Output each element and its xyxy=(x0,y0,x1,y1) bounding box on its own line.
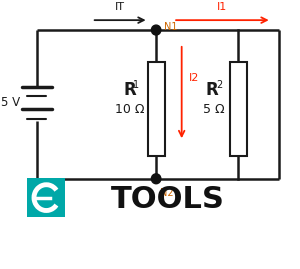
Text: N1: N1 xyxy=(164,22,177,32)
Text: R: R xyxy=(206,80,218,98)
Text: 5 Ω: 5 Ω xyxy=(203,103,225,116)
Text: N2: N2 xyxy=(160,188,173,198)
Circle shape xyxy=(152,174,161,184)
Bar xyxy=(148,62,165,156)
Text: I1: I1 xyxy=(217,2,227,12)
Text: 5 V: 5 V xyxy=(1,96,20,109)
Bar xyxy=(27,178,65,217)
Text: 10 Ω: 10 Ω xyxy=(115,103,144,116)
Text: IT: IT xyxy=(115,2,125,12)
Text: 2: 2 xyxy=(216,80,222,90)
Text: TOOLS: TOOLS xyxy=(110,185,224,214)
Bar xyxy=(230,62,247,156)
Circle shape xyxy=(152,25,161,35)
Text: R: R xyxy=(123,80,136,98)
Text: I2: I2 xyxy=(189,73,200,83)
Text: 1: 1 xyxy=(134,80,140,90)
